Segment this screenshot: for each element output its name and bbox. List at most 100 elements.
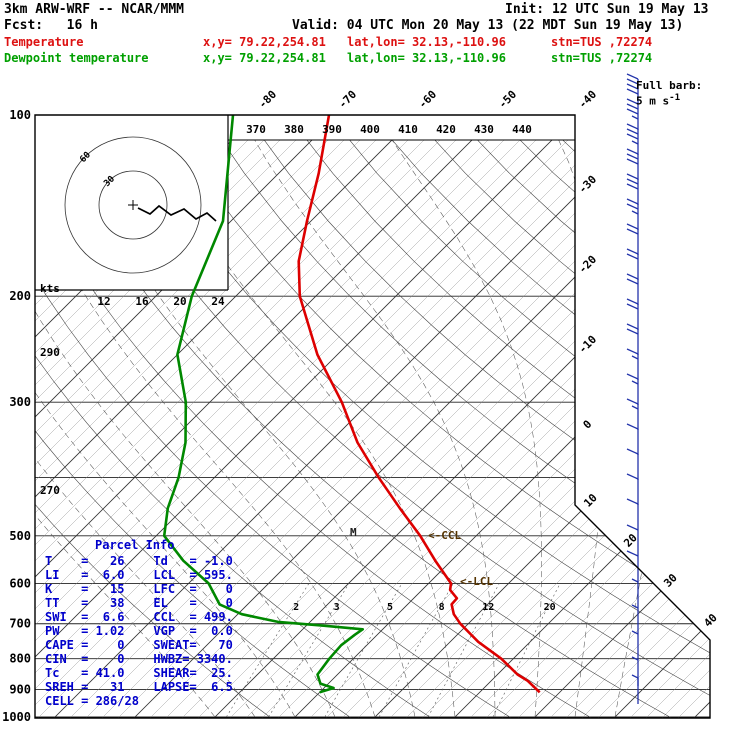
theta-label: 370 (246, 123, 266, 136)
init-time: Init: 12 UTC Sun 19 May 13 (505, 2, 709, 17)
isotherm-line (245, 115, 710, 718)
parcel-info-title: Parcel Info (95, 538, 175, 552)
valid-time: Valid: 04 UTC Mon 20 May 13 (22 MDT Sun … (292, 18, 684, 33)
isotherm-line (453, 115, 710, 718)
dry-adiabat-line (204, 115, 710, 718)
wind-barb (626, 348, 639, 380)
isotherm-line (613, 115, 710, 718)
isotherm-line (35, 115, 578, 718)
parcel-info-line: Tc = 41.0 SHEAR= 25. (45, 666, 233, 680)
mixing-ratio-label: 12 (482, 602, 494, 613)
mixing-ratio-label: 20 (544, 602, 556, 613)
mixing-ratio-label: 2 (293, 602, 299, 613)
dry-adiabat-line (35, 115, 288, 718)
theta-label: 430 (474, 123, 494, 136)
fcst-hour: Fcst: 16 h (4, 18, 98, 33)
moist-adiabat-line (375, 115, 542, 718)
isotherm-line (35, 115, 514, 718)
theta-label: 290 (40, 346, 60, 359)
pressure-tick-label: 600 (9, 576, 31, 590)
wind-barb (626, 148, 639, 180)
isotherm-line (661, 115, 710, 718)
pressure-tick-label: 500 (9, 529, 31, 543)
pressure-tick-label: 1000 (2, 710, 31, 724)
hodograph-scale-label: 20 (173, 295, 186, 308)
isotherm-line (405, 115, 710, 718)
parcel-info-line: TT = 38 EL = 0 (45, 596, 233, 610)
isotherm-line (421, 115, 710, 718)
parcel-info-line: SWI = 6.6 CCL = 499. (45, 610, 233, 624)
dewpoint-curve (162, 115, 365, 694)
mixing-ratio-line (226, 583, 310, 718)
wind-barb (626, 550, 639, 582)
dry-adiabat-line (121, 115, 710, 718)
theta-label: 420 (436, 123, 456, 136)
temperature-series-label: Temperature (4, 35, 84, 49)
dry-adiabat-line (162, 115, 710, 718)
wind-barb (626, 223, 639, 255)
theta-label: 390 (322, 123, 342, 136)
dry-adiabat-line (35, 115, 531, 718)
wind-barb (626, 473, 639, 505)
wind-barb (626, 273, 639, 305)
moist-adiabat-line (547, 115, 607, 718)
full-barb-exponent: -1 (669, 92, 681, 103)
wind-barb (626, 423, 639, 455)
dry-adiabat-line (35, 115, 612, 718)
hodograph-units-label: kts (40, 282, 60, 295)
mixing-ratio-line (324, 583, 403, 718)
wind-barb (626, 524, 639, 556)
mixing-ratio-line (427, 583, 500, 718)
isotherm-line (35, 115, 418, 718)
mixing-ratio-label: 8 (439, 602, 445, 613)
isotherm-label: -50 (496, 88, 519, 111)
isotherm-line (35, 115, 370, 718)
isotherm-line (35, 115, 386, 718)
isotherm-line (325, 115, 710, 718)
isotherm-line (35, 115, 626, 718)
isotherm-line (35, 115, 546, 718)
wind-barb (631, 578, 639, 608)
plot-frame (34, 114, 711, 719)
isotherm-line (437, 115, 710, 718)
theta-label: 440 (512, 123, 532, 136)
isotherm-label: 30 (661, 571, 680, 590)
parcel-info-line: SREH = 31 LAPSE= 6.5 (45, 680, 233, 694)
isotherm-line (35, 115, 354, 718)
dewpoint-series-label: Dewpoint temperature (4, 51, 149, 65)
wind-barb (626, 298, 639, 330)
isotherm-line (645, 115, 710, 718)
wind-barb (626, 498, 639, 530)
dry-adiabat-line (245, 115, 710, 718)
dry-adiabat-line (411, 115, 710, 718)
parcel-info-line: PW = 1.02 VGP = 0.0 (45, 624, 233, 638)
isotherm-label: 0 (581, 418, 595, 432)
temperature-curve (297, 115, 541, 694)
dewpoint-stn: stn=TUS ,72274 (551, 51, 653, 65)
hodograph-scale-label: 12 (97, 295, 110, 308)
dry-adiabat-line (494, 115, 710, 718)
isotherm-line (533, 115, 710, 718)
pressure-tick-label: 100 (9, 108, 31, 122)
isotherm-line (53, 115, 658, 718)
temperature-stn: stn=TUS ,72274 (551, 35, 653, 49)
isotherm-line (35, 115, 466, 718)
isotherm-line (693, 115, 710, 718)
level-markers: M <-CCL <-LCL (350, 526, 493, 588)
temperature-latlon: lat,lon= 32.13,-110.96 (347, 35, 506, 49)
isotherm-line (149, 115, 710, 718)
pressure-tick-label: 300 (9, 395, 31, 409)
isotherm-line (69, 115, 674, 718)
parcel-info-panel: Parcel Info T = 26 Td = -1.0 LI = 6.0 LCL… (45, 538, 233, 708)
isotherm-label: -40 (576, 88, 599, 111)
wind-barb-legend: Full barb: 5 m s-1 (636, 80, 702, 108)
sounding-curves (162, 115, 541, 694)
moist-adiabat-line (239, 115, 496, 717)
wind-barb (631, 604, 639, 634)
isotherm-label: 10 (581, 491, 600, 510)
isotherm-label: -60 (416, 88, 439, 111)
isotherm-label: -30 (576, 173, 599, 196)
pressure-tick-label: 200 (9, 289, 31, 303)
